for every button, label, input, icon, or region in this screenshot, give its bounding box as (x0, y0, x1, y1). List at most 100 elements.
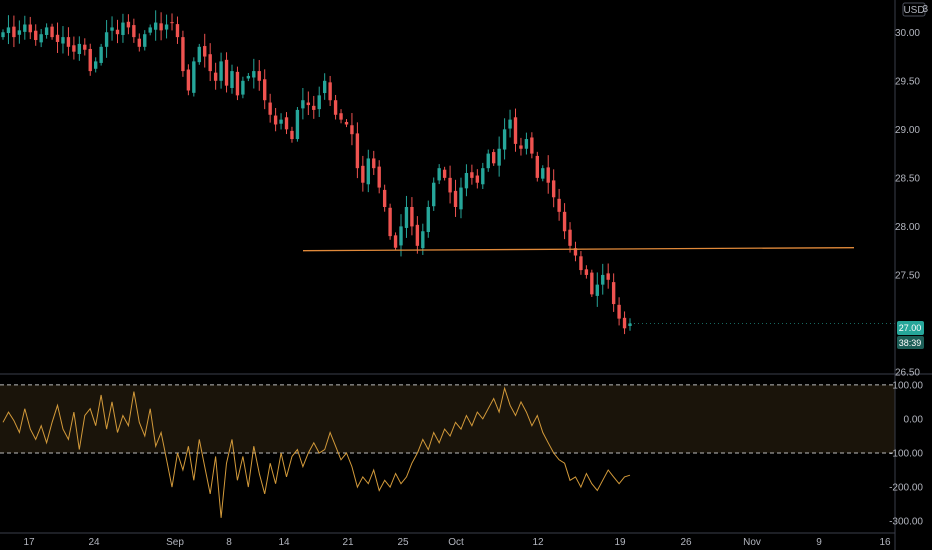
candle-body (72, 45, 76, 52)
price-tick-top-partial: 3 (922, 4, 928, 15)
time-tick-label: 25 (397, 537, 409, 548)
candle-body (186, 69, 191, 91)
candle-body (382, 189, 387, 207)
candle-body (404, 206, 409, 228)
time-tick-label: 14 (278, 537, 290, 548)
candle-body (475, 175, 480, 183)
candle-body (115, 29, 120, 35)
candle-body (562, 211, 567, 232)
candle-body (224, 59, 229, 86)
candle-body (573, 248, 578, 256)
candle-body (132, 25, 136, 38)
candle-body (50, 26, 54, 38)
candle-body (55, 34, 60, 42)
last-price-value: 27.00 (899, 323, 922, 333)
candle-body (557, 198, 561, 212)
candle-body (192, 61, 196, 93)
candle-body (110, 27, 114, 31)
candle-body (344, 121, 349, 125)
price-axis[interactable]: 30.00 29.50 29.00 28.50 28.00 27.50 26.50 (895, 28, 920, 379)
candle-body (153, 22, 158, 30)
time-tick-label: 19 (614, 537, 626, 548)
candle-body (197, 46, 201, 63)
oscillator-band-fill (0, 384, 895, 453)
oscillator-axis[interactable]: 100.00 0.00 -100.00 -200.00 -300.00 (889, 380, 923, 527)
candle-body (246, 75, 251, 79)
candle-body (551, 180, 556, 198)
currency-badge[interactable] (902, 2, 926, 17)
candle-body (432, 182, 436, 207)
candle-body (235, 71, 240, 96)
candle-body (611, 282, 616, 305)
oscillator-tick-label: -200.00 (889, 483, 923, 494)
candle-body (317, 95, 321, 110)
candle-body (361, 165, 365, 183)
candle-body (546, 167, 550, 183)
time-tick-label: Sep (166, 537, 184, 548)
candle-body (535, 155, 540, 178)
candle-body (252, 71, 256, 78)
time-tick-label: 26 (680, 537, 692, 548)
candle-body (601, 274, 605, 285)
candle-body (28, 24, 32, 33)
candle-body (453, 190, 458, 207)
candle-body (44, 27, 49, 35)
price-tick-label: 28.50 (895, 173, 920, 184)
time-tick-label: Nov (743, 537, 761, 548)
candle-body (77, 43, 82, 55)
candle-body (415, 224, 420, 246)
time-axis[interactable]: 17 24 Sep 8 14 21 25 Oct 12 19 26 Nov 9 16 (23, 537, 891, 548)
candle-body (502, 129, 507, 150)
candle-body (606, 273, 610, 280)
candle-body (203, 46, 207, 57)
candle-body (61, 37, 65, 44)
candle-body (459, 187, 463, 210)
candle-body (350, 125, 354, 135)
candle-body (6, 27, 11, 34)
candle-body (508, 119, 512, 129)
candle-body (219, 61, 223, 81)
candle-body (322, 80, 327, 94)
price-tick-label: 30.00 (895, 28, 920, 39)
candle-body (584, 269, 589, 275)
time-tick-label: 8 (226, 537, 232, 548)
candle-body (159, 23, 163, 31)
candle-body (617, 304, 621, 319)
candle-body (524, 139, 529, 149)
candle-body (366, 158, 370, 185)
candle-body (263, 79, 267, 101)
candle-body (426, 206, 430, 233)
candle-body (12, 26, 16, 38)
candle-body (492, 152, 496, 164)
candle-body (377, 166, 381, 188)
oscillator-tick-label: 100.00 (892, 380, 923, 391)
time-tick-label: 17 (23, 537, 35, 548)
candle-body (213, 72, 218, 81)
candle-body (541, 168, 545, 179)
candle-body (464, 173, 469, 189)
support-level-line[interactable] (302, 247, 855, 252)
oscillator-pane[interactable] (0, 384, 895, 518)
candle-body (306, 102, 311, 106)
price-tick-label: 29.00 (895, 125, 920, 136)
candle-body (143, 34, 147, 47)
candle-body (93, 61, 98, 69)
candle-body (208, 54, 212, 72)
price-tick-label: 26.50 (895, 368, 920, 379)
candle-body (148, 27, 152, 33)
candle-body (530, 137, 534, 154)
countdown-value: 38:39 (899, 338, 922, 348)
candle-body (137, 38, 141, 47)
candle-body (399, 226, 403, 246)
candle-body (595, 284, 599, 296)
candle-body (442, 169, 447, 178)
oscillator-tick-label: -100.00 (889, 449, 923, 460)
candle-body (568, 229, 572, 246)
candle-body (268, 102, 272, 115)
candle-body (622, 317, 627, 329)
candle-body (628, 323, 632, 326)
candle-body (372, 158, 376, 169)
price-pane[interactable] (1, 10, 895, 335)
